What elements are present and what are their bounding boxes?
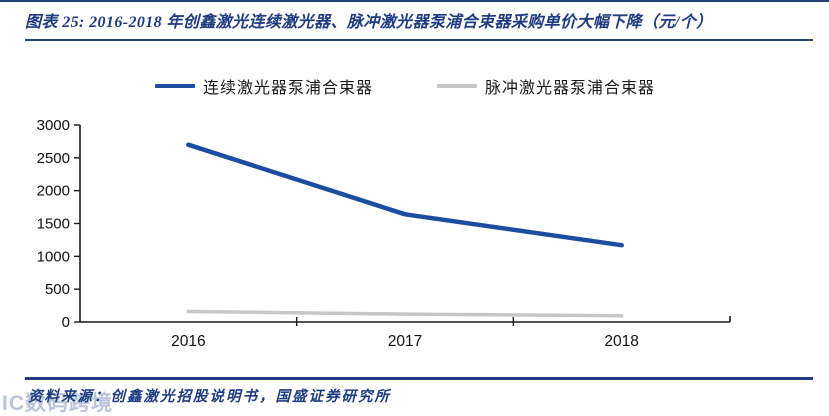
- watermark: IC数码跨境: [2, 392, 113, 415]
- y-tick-label: 1000: [37, 248, 70, 265]
- y-tick-label: 500: [45, 281, 70, 298]
- chart-legend: 连续激光器泵浦合束器 脉冲激光器泵浦合束器: [0, 74, 810, 98]
- figure-title: 图表 25: 2016-2018 年创鑫激光连续激光器、脉冲激光器泵浦合束器采购…: [25, 14, 713, 31]
- x-tick-label: 2016: [171, 333, 205, 350]
- source-note: 资料来源：创鑫激光招股说明书，国盛证券研究所: [28, 389, 391, 405]
- top-border-rule: [0, 0, 829, 2]
- y-tick-label: 2000: [37, 183, 70, 200]
- x-tick-label: 2017: [388, 333, 422, 350]
- series-line-continuous: [186, 142, 624, 248]
- legend-swatch-continuous-icon: [154, 84, 195, 88]
- legend-label-pulse: 脉冲激光器泵浦合束器: [485, 80, 656, 97]
- line-chart: 0 500 1000 1500 2000 2500 3000 2016 2017 2018: [37, 117, 731, 350]
- legend-item-pulse: 脉冲激光器泵浦合束器: [437, 74, 655, 98]
- y-tick-label: 2500: [37, 150, 70, 167]
- title-underline-rule: [25, 39, 813, 41]
- footer-rule: [25, 377, 813, 380]
- y-tick-label: 1500: [37, 216, 70, 233]
- x-tick-label: 2018: [604, 333, 638, 350]
- series-line-pulse: [186, 309, 624, 318]
- legend-label-continuous: 连续激光器泵浦合束器: [202, 80, 373, 97]
- legend-item-continuous: 连续激光器泵浦合束器: [154, 74, 373, 98]
- y-tick-label: 0: [62, 314, 70, 331]
- legend-swatch-pulse-icon: [437, 84, 477, 88]
- y-tick-label: 3000: [37, 117, 70, 134]
